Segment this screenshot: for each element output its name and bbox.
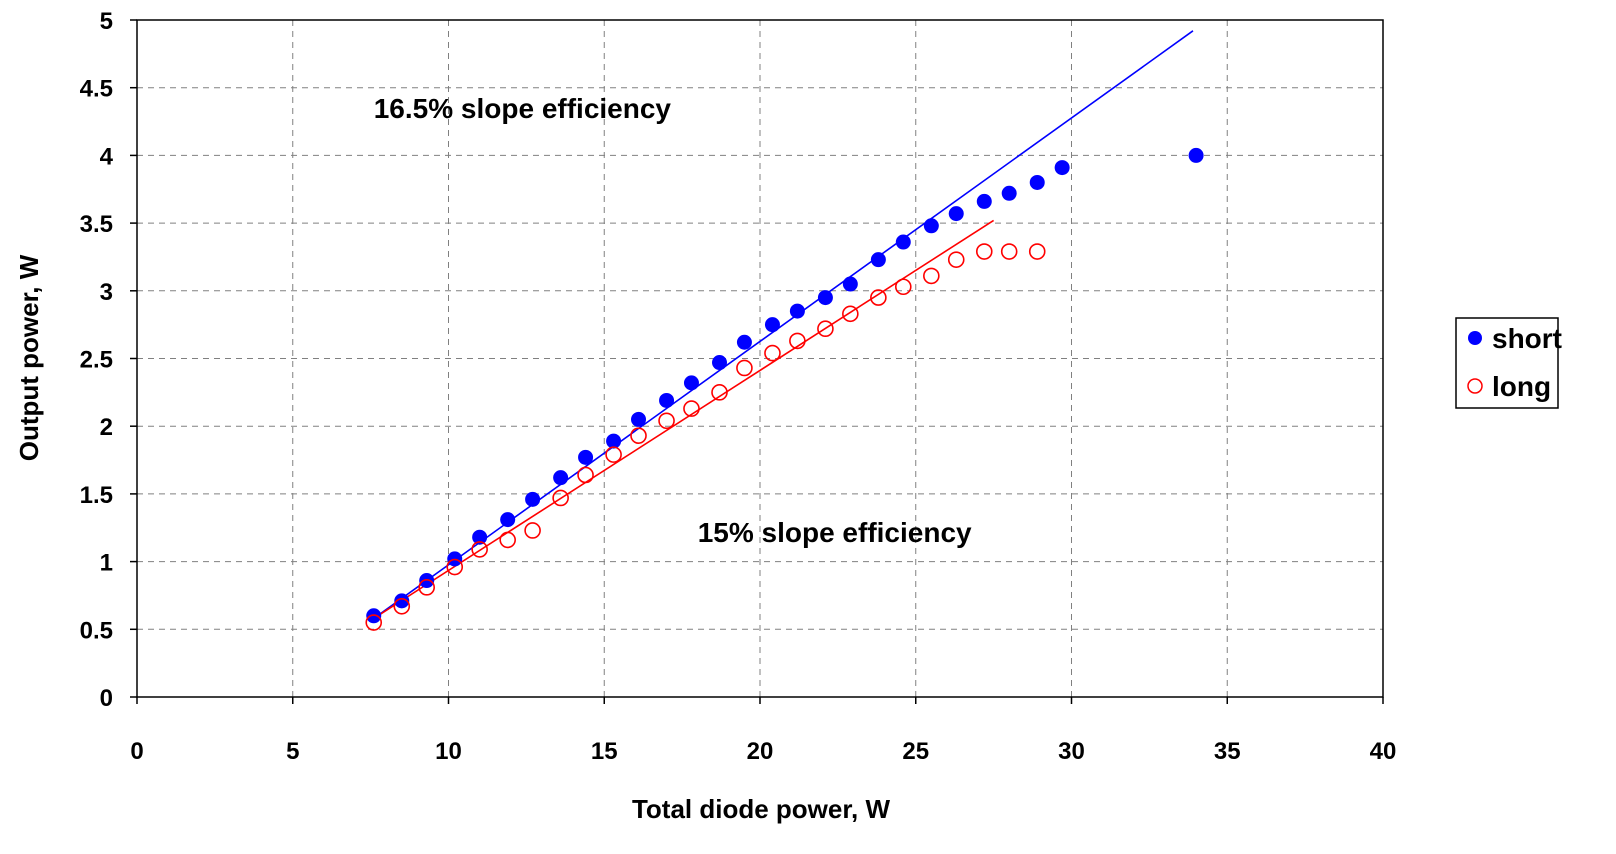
data-point-long (471, 541, 488, 558)
y-tick-label: 4.5 (80, 76, 113, 103)
data-point-short (1188, 147, 1204, 163)
data-point-long (817, 320, 834, 338)
legend-marker-short (1468, 331, 1482, 345)
data-point-long (764, 344, 781, 362)
axes (130, 19, 1384, 704)
legend: short long (1455, 317, 1562, 409)
data-point-long (894, 278, 912, 296)
data-point-long (923, 267, 940, 285)
data-point-short (923, 218, 939, 234)
data-point-long (711, 384, 728, 401)
data-point-short (472, 529, 488, 545)
x-tick-label: 35 (1214, 738, 1241, 765)
data-point-long (499, 531, 516, 549)
data-point-long (683, 400, 700, 417)
legend-marker-long (1467, 378, 1483, 394)
data-point-short (789, 303, 805, 319)
y-tick-label: 1 (100, 550, 113, 577)
data-point-short (764, 317, 780, 333)
data-point-short (976, 193, 992, 209)
data-point-short (1054, 160, 1070, 176)
data-point-long (947, 251, 965, 268)
data-point-short (1029, 174, 1045, 190)
y-tick-label: 3 (100, 279, 113, 306)
data-point-short (606, 433, 622, 449)
data-point-long (658, 412, 675, 430)
data-point-long (577, 466, 594, 484)
x-tick-label: 10 (435, 738, 462, 765)
annotation-label: 16.5% slope efficiency (374, 93, 672, 124)
y-tick-label: 4 (100, 143, 114, 170)
data-point-long (605, 446, 622, 463)
x-tick-label: 40 (1370, 738, 1397, 765)
x-tick-label: 0 (130, 738, 143, 765)
y-tick-label: 5 (100, 8, 113, 35)
y-tick-label: 0.5 (80, 617, 113, 644)
data-point-short (683, 375, 699, 391)
data-point-long (842, 305, 859, 323)
data-point-long (1000, 243, 1018, 260)
y-tick-label: 1.5 (80, 482, 113, 509)
x-tick-label: 5 (286, 738, 299, 765)
data-point-short (1001, 185, 1017, 201)
data-point-long (524, 522, 541, 539)
data-point-long (870, 289, 887, 306)
x-tick-label: 15 (591, 738, 618, 765)
data-point-short (659, 392, 675, 408)
y-tick-label: 3.5 (80, 211, 113, 238)
data-point-long (736, 359, 753, 377)
data-point-short (736, 334, 752, 350)
data-point-short (948, 206, 964, 222)
data-point-long (446, 558, 464, 576)
data-point-short (553, 470, 569, 486)
data-point-short (895, 234, 911, 250)
data-point-long (365, 614, 383, 631)
data-point-short (578, 449, 594, 465)
data-point-short (842, 276, 858, 292)
y-tick-label: 2.5 (80, 347, 113, 374)
data-point-long (630, 427, 647, 444)
x-axis-title: Total diode power, W (632, 794, 891, 824)
x-tick-label: 30 (1058, 738, 1085, 765)
data-point-long (975, 243, 993, 260)
data-point-long (552, 489, 569, 507)
data-point-long (418, 579, 435, 596)
grid (137, 20, 1383, 697)
y-axis-tick-labels: 0 0.5 1 1.5 2 2.5 3 3.5 4 4.5 5 (80, 8, 114, 712)
data-point-short (500, 512, 516, 528)
y-tick-label: 0 (100, 685, 113, 712)
annotations: 16.5% slope efficiency 15% slope efficien… (374, 93, 972, 548)
legend-label-short: short (1492, 323, 1562, 354)
x-tick-label: 25 (902, 738, 929, 765)
legend-label-long: long (1492, 371, 1551, 402)
data-point-short (631, 411, 647, 427)
data-point-short (712, 355, 728, 371)
data-point-short (525, 491, 541, 507)
data-point-short (817, 290, 833, 306)
trendline (373, 219, 995, 620)
data-point-long (393, 597, 411, 615)
annotation-label: 15% slope efficiency (698, 517, 972, 548)
x-tick-label: 20 (747, 738, 774, 765)
y-axis-title: Output power, W (14, 254, 44, 461)
data-point-long (789, 332, 806, 350)
data-point-short (394, 593, 410, 609)
x-axis-tick-labels: 0 5 10 15 20 25 30 35 40 (130, 738, 1396, 765)
data-points (365, 147, 1204, 631)
y-tick-label: 2 (100, 414, 113, 441)
data-point-short (870, 252, 886, 268)
data-point-long (1028, 243, 1046, 260)
